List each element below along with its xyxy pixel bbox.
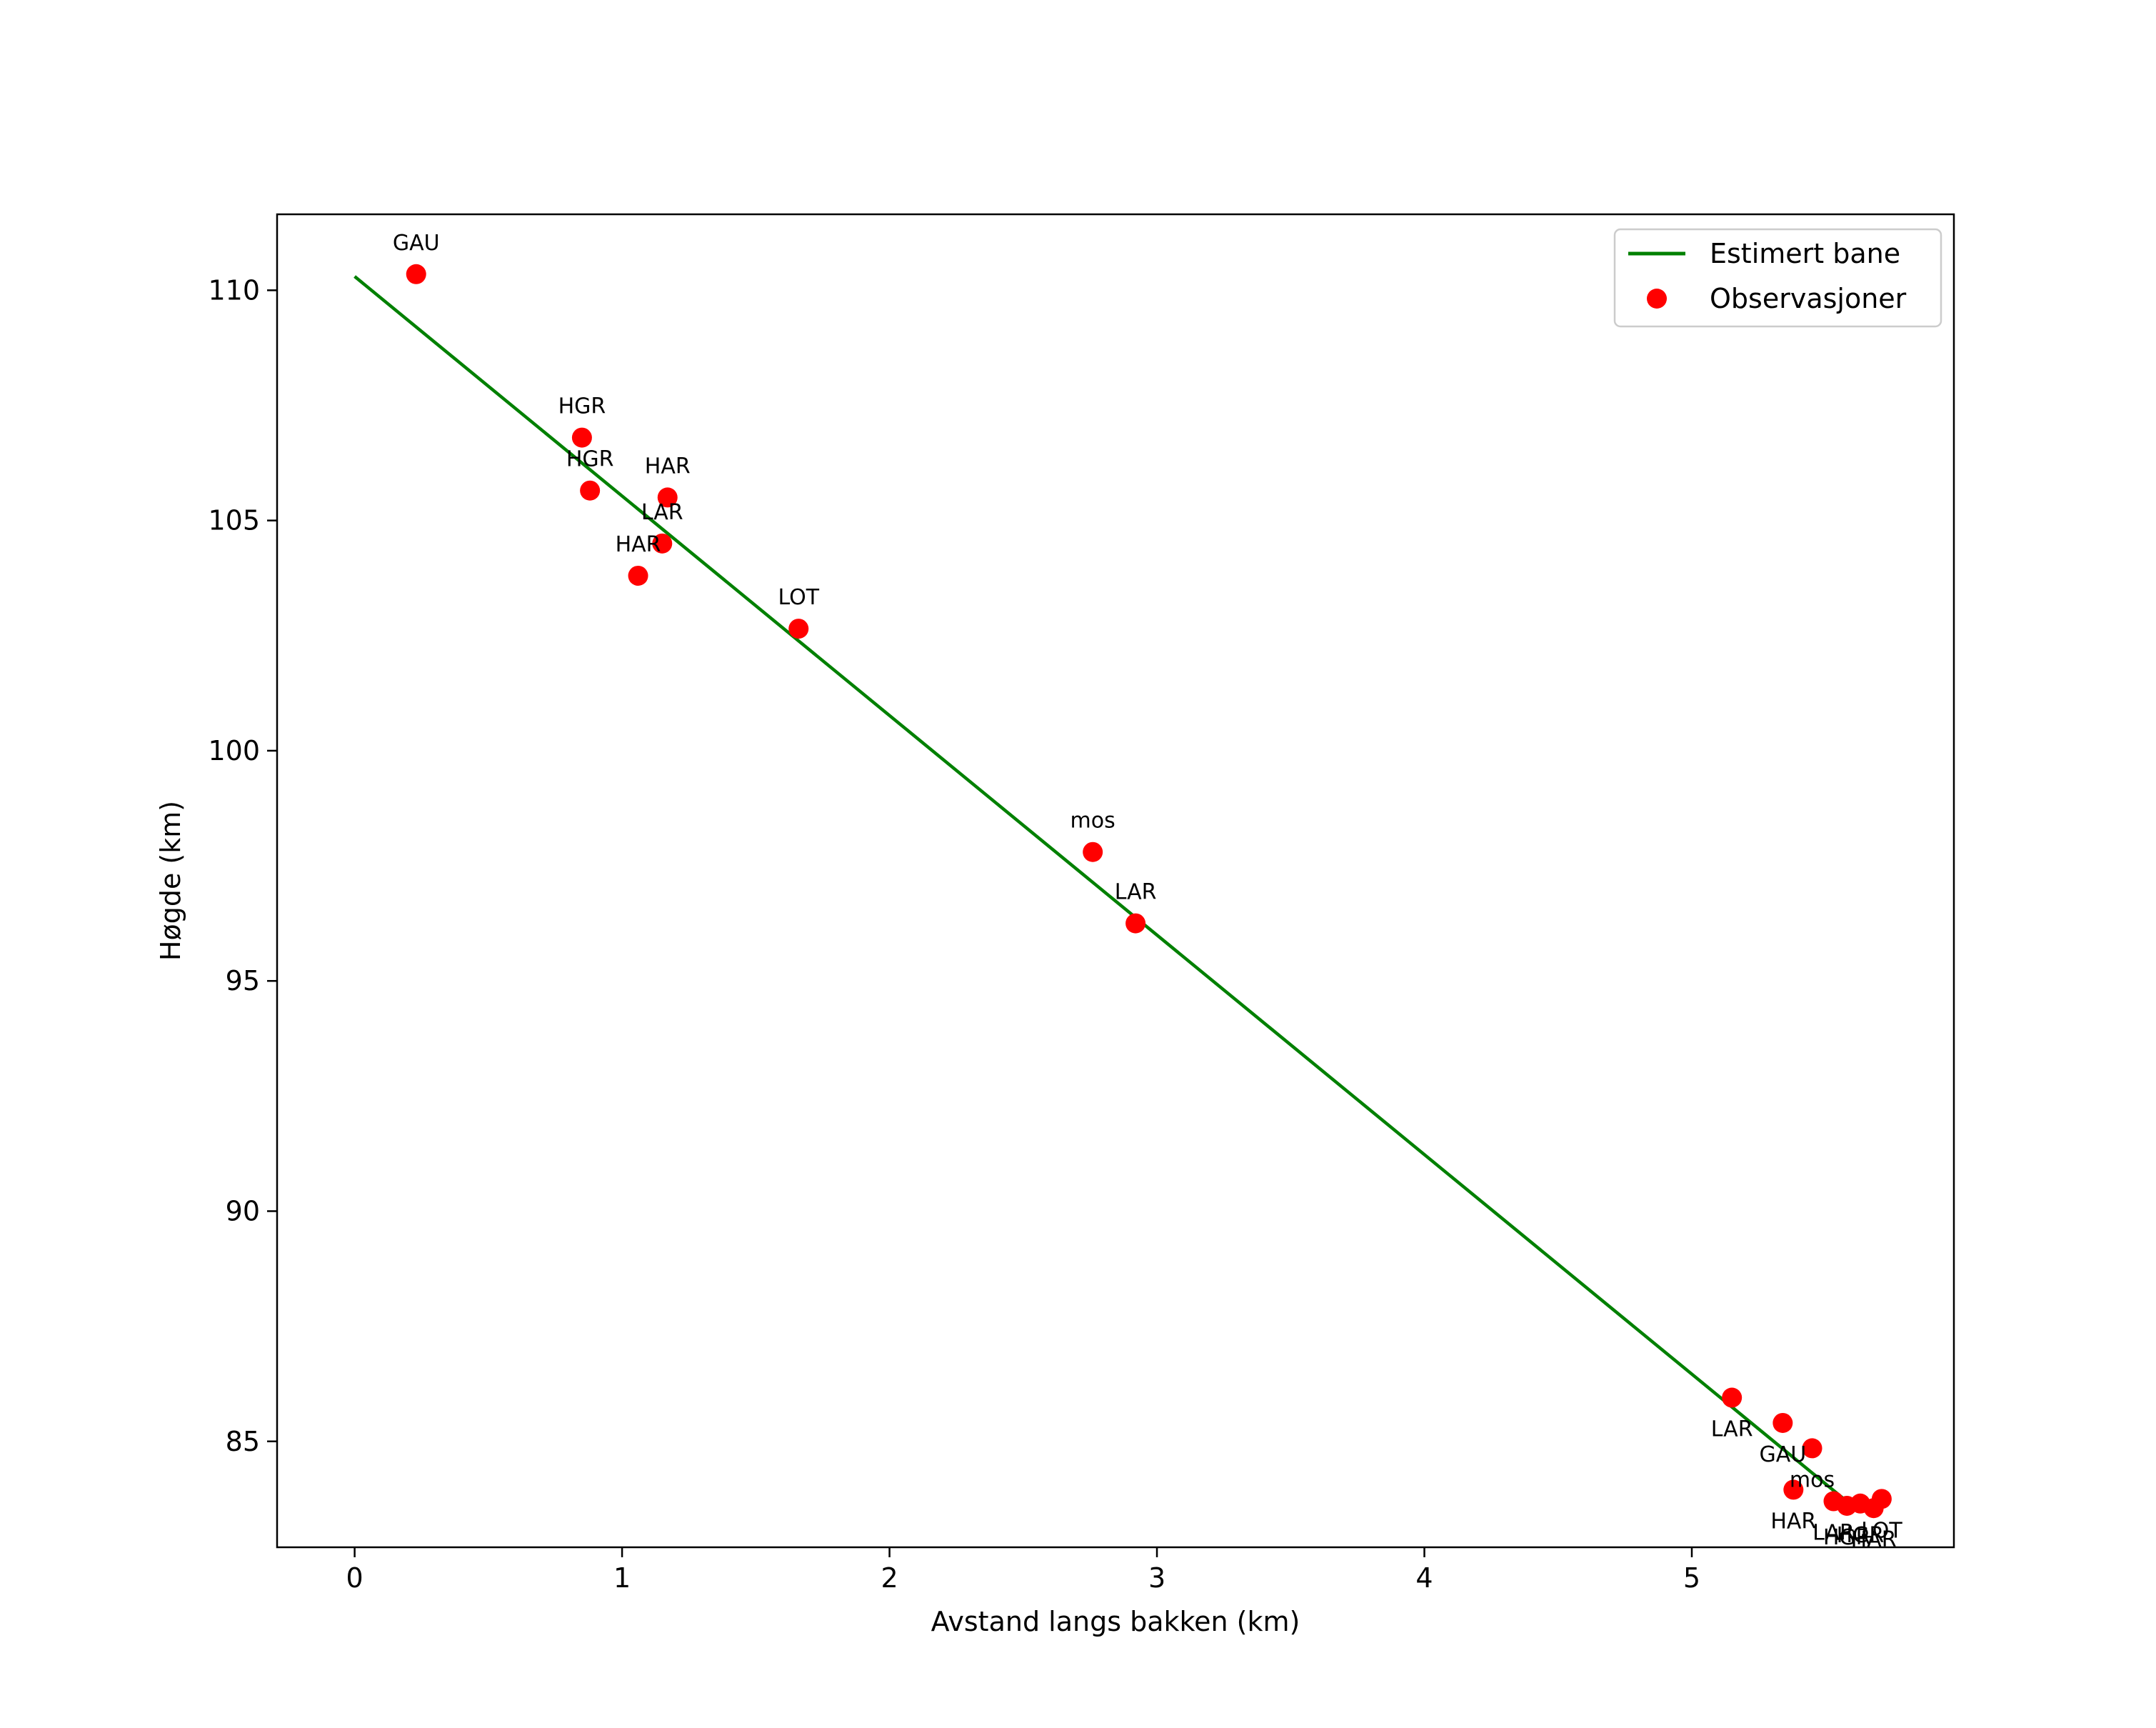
observation-label: GAU: [393, 231, 440, 256]
observation-label: LAR: [1115, 880, 1157, 905]
observation-label: LAR: [641, 500, 683, 525]
legend: Estimert bane Observasjoner: [1613, 228, 1942, 328]
legend-entry-estimated-path: Estimert bane: [1710, 238, 1900, 269]
y-tick-label: 100: [208, 735, 260, 766]
y-axis-label: Høgde (km): [155, 801, 186, 961]
observation-point: [1125, 913, 1146, 934]
observation-label: mos: [1071, 809, 1115, 834]
observation-point: [1722, 1387, 1743, 1408]
x-tick-label: 2: [881, 1562, 898, 1594]
x-tick-label: 1: [613, 1562, 631, 1594]
observation-points-layer: [406, 264, 1892, 1519]
estimated-path-line: [354, 275, 1854, 1507]
y-tick-label: 95: [226, 965, 260, 997]
observation-label: HAR: [645, 454, 691, 479]
legend-point-swatch: [1647, 289, 1667, 309]
observation-label: HAR: [616, 532, 661, 557]
observation-label: LOT: [1861, 1518, 1902, 1543]
observation-point: [406, 264, 426, 284]
observation-label: LOT: [778, 585, 819, 610]
observation-point: [1773, 1412, 1793, 1433]
plot-frame: [276, 213, 1955, 1549]
observation-point: [571, 427, 592, 448]
observation-label: GAU: [1759, 1442, 1806, 1467]
axis-ticks-layer: 0 1 2 3 4 5 85 90 95 100 105 110: [208, 274, 1700, 1594]
observation-label: HGR: [558, 394, 606, 419]
y-tick-label: 105: [208, 505, 260, 536]
observation-point: [652, 533, 673, 554]
y-tick-label: 85: [226, 1426, 260, 1457]
observation-point: [628, 565, 648, 586]
x-tick-label: 3: [1148, 1562, 1165, 1594]
legend-entry-observations: Observasjoner: [1710, 283, 1907, 314]
observation-point: [657, 487, 678, 508]
y-tick-label: 110: [208, 274, 260, 306]
observation-point: [788, 619, 809, 639]
estimated-path-layer: [354, 275, 1854, 1507]
observation-point: [1783, 1479, 1804, 1500]
observation-label: HGR: [1823, 1525, 1871, 1550]
observation-label: HGR: [1837, 1523, 1885, 1548]
x-tick-label: 4: [1415, 1562, 1433, 1594]
x-axis-label: Avstand langs bakken (km): [931, 1606, 1300, 1637]
observation-label: HAR: [1851, 1527, 1897, 1552]
observation-point: [1802, 1438, 1822, 1459]
observation-label: LAR: [1812, 1521, 1855, 1546]
observation-label: LAR: [1711, 1417, 1753, 1442]
x-tick-label: 5: [1683, 1562, 1700, 1594]
x-tick-label: 0: [346, 1562, 363, 1594]
observation-label: HGR: [566, 447, 614, 472]
observation-point: [1083, 841, 1103, 862]
observation-label: mos: [1790, 1467, 1835, 1492]
observation-label: HAR: [1770, 1509, 1816, 1534]
legend-box: [1613, 228, 1942, 328]
observation-point: [1863, 1498, 1884, 1519]
y-tick-label: 90: [226, 1195, 260, 1227]
observation-point: [580, 480, 601, 501]
